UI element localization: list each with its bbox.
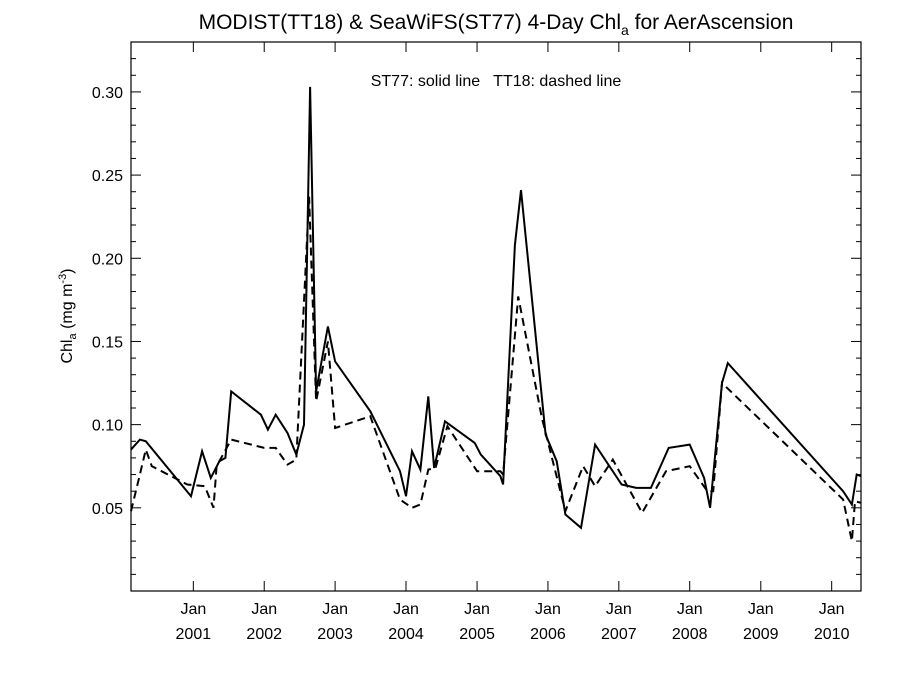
x-tick-label-month: Jan [748,601,774,618]
x-tick-label-month: Jan [393,601,419,618]
x-tick-label-month: Jan [180,601,206,618]
x-tick-label-month: Jan [464,601,490,618]
x-tick-label-year: 2004 [388,626,424,643]
x-tick-label-month: Jan [251,601,277,618]
y-tick-label: 0.05 [92,501,123,518]
x-tick-label-year: 2001 [176,626,212,643]
y-axis-label-close: ) [59,268,76,273]
x-tick-label-year: 2002 [246,626,282,643]
chart-title-subscript: a [621,22,629,38]
y-tick-label: 0.15 [92,334,123,351]
x-tick-label-month: Jan [677,601,703,618]
y-tick-label: 0.30 [92,85,123,102]
x-tick-label-year: 2007 [601,626,637,643]
series-line-st77 [130,86,862,530]
x-tick-label-month: Jan [535,601,561,618]
x-tick-label-month: Jan [322,601,348,618]
x-tick-label-year: 2006 [530,626,566,643]
line-style-annotation: ST77: solid line TT18: dashed line [371,73,622,90]
series-line-tt18 [130,196,862,542]
x-tick-label-year: 2010 [814,626,850,643]
x-tick-label-month: Jan [819,601,845,618]
y-tick-label: 0.20 [92,251,123,268]
plot-frame [130,41,862,592]
chart-title-main: MODIST(TT18) & SeaWiFS(ST77) 4-Day Chl [199,11,621,34]
x-tick-label-year: 2009 [743,626,779,643]
y-axis-label-unit: (mg m [59,284,76,334]
y-axis-label: Chla (mg m-3) [57,268,79,363]
x-tick-label-year: 2005 [459,626,495,643]
x-tick-label-month: Jan [606,601,632,618]
y-axis-label-main: Chl [59,340,76,364]
chart-title-tail: for AerAscension [629,11,794,34]
y-axis-label-superscript: -3 [57,274,69,284]
y-tick-label: 0.25 [92,168,123,185]
axis-ticks: 0.05 0.10 0.15 0.20 0.25 0.30 Jan 2001 Jan 2002 Ja… [92,42,861,643]
series-layer [130,86,862,542]
y-tick-label: 0.10 [92,418,123,435]
x-tick-label-year: 2003 [317,626,353,643]
y-axis-label-subscript: a [67,333,79,340]
x-tick-label-year: 2008 [672,626,708,643]
chart-title: MODIST(TT18) & SeaWiFS(ST77) 4-Day Chla … [199,11,794,38]
